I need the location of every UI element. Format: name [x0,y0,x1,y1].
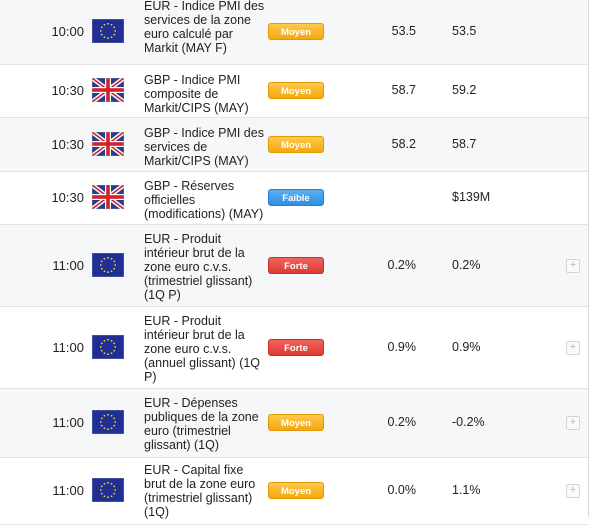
table-row[interactable]: 11:00 EUR - Dépenses publiques de la zone… [0,389,588,458]
event-time: 11:00 [52,339,84,355]
economic-calendar-table: 10:00 EUR - Indice PMI des services de la… [0,0,589,525]
scrollbar-track[interactable] [596,0,611,517]
uk-flag-icon [92,185,124,209]
expand-icon[interactable]: + [566,416,580,430]
importance-badge: Moyen [268,23,324,40]
actual-value: 0.0% [387,483,417,497]
event-time: 11:00 [52,483,84,498]
eu-flag-icon [92,334,124,359]
event-title[interactable]: EUR - Capital fixe brut de la zone euro … [144,463,256,519]
importance-badge: Forte [268,338,324,356]
event-title[interactable]: GBP - Indice PMI composite de Markit/CIP… [144,73,249,115]
event-title[interactable]: EUR - Produit intérieur brut de la zone … [144,314,261,384]
event-time: 11:00 [52,415,84,430]
table-row[interactable]: 10:30 GBP - Indice PMI des services de M… [0,118,588,172]
forecast-value: $139M [452,190,491,204]
importance-badge: Faible [268,189,324,206]
actual-value: 58.2 [391,136,416,151]
event-title[interactable]: GBP - Indice PMI des services de Markit/… [144,126,264,168]
uk-flag-icon [92,78,124,102]
event-title[interactable]: GBP - Réserves officielles (modification… [144,179,264,221]
table-row[interactable]: 11:00 EUR - Produit intérieur brut de la … [0,225,588,307]
importance-badge: Forte [268,256,324,274]
importance-badge: Moyen [268,135,324,153]
forecast-value: 58.7 [452,136,477,151]
eu-flag-icon [92,478,124,502]
event-time: 10:30 [51,83,84,98]
actual-value: 53.5 [391,24,416,38]
forecast-value: 53.5 [452,24,477,38]
importance-badge: Moyen [268,482,324,499]
event-time: 11:00 [52,257,84,273]
table-row[interactable]: 11:00 EUR - Produit intérieur brut de la … [0,307,588,389]
forecast-value: 0.9% [452,339,481,354]
actual-value: 0.2% [387,415,417,429]
expand-icon[interactable]: + [566,340,580,355]
importance-badge: Moyen [268,82,324,99]
actual-value: 0.2% [387,257,417,272]
event-time: 10:30 [51,136,84,152]
event-time: 10:30 [51,190,84,205]
event-title[interactable]: EUR - Produit intérieur brut de la zone … [144,232,253,302]
event-title[interactable]: EUR - Dépenses publiques de la zone euro… [144,396,259,452]
event-time: 10:00 [51,24,84,39]
actual-value: 58.7 [391,83,416,97]
expand-icon[interactable]: + [566,258,580,273]
expand-icon[interactable]: + [566,484,580,498]
eu-flag-icon [92,19,124,43]
importance-badge: Moyen [268,414,324,431]
table-row[interactable]: 10:00 EUR - Indice PMI des services de la… [0,0,588,65]
forecast-value: -0.2% [452,415,485,429]
eu-flag-icon [92,410,124,434]
table-row[interactable]: 11:00 EUR - Capital fixe brut de la zone … [0,458,588,525]
uk-flag-icon [92,131,124,156]
table-row[interactable]: 10:30 GBP - Indice PMI composite de Mark… [0,65,588,118]
event-title[interactable]: EUR - Indice PMI des services de la zone… [144,0,265,55]
eu-flag-icon [92,252,124,277]
forecast-value: 59.2 [452,83,477,97]
actual-value: 0.9% [387,339,417,354]
table-row[interactable]: 10:30 GBP - Réserves officielles (modifi… [0,172,588,225]
forecast-value: 1.1% [452,483,481,497]
forecast-value: 0.2% [452,257,481,272]
